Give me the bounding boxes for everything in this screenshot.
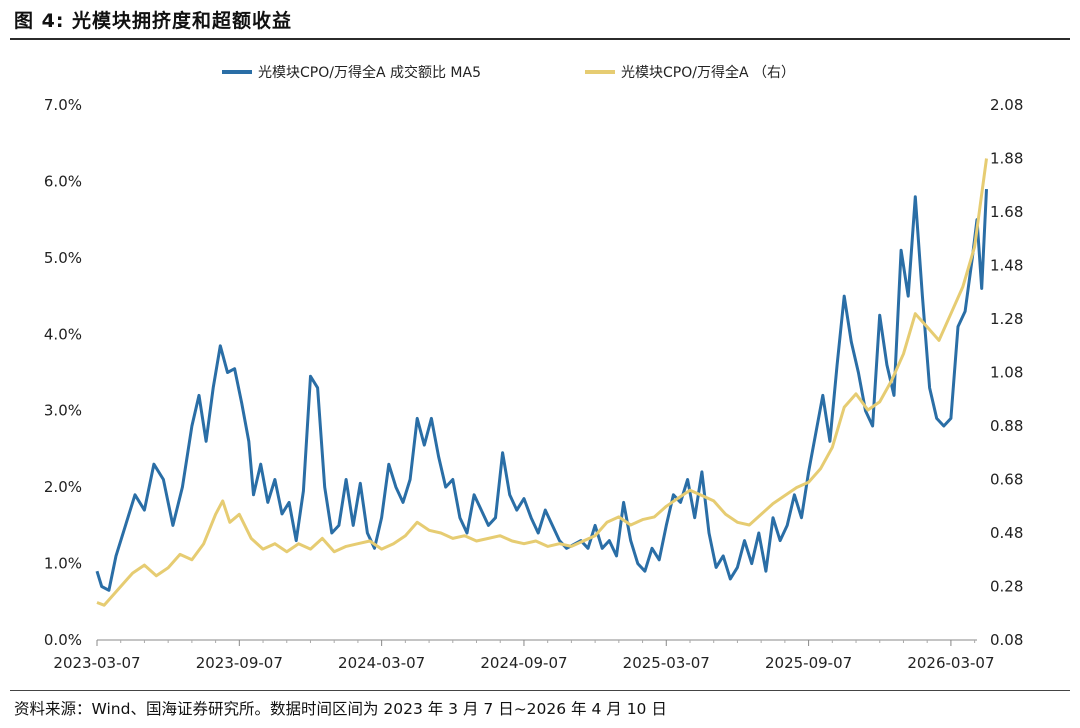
left-tick-label: 7.0%	[44, 96, 82, 114]
x-tick-label: 2025-03-07	[623, 654, 710, 672]
legend-label-1: 光模块CPO/万得全A （右）	[621, 64, 795, 81]
title-rule	[10, 38, 1070, 40]
right-y-axis: 0.08 0.28 0.48 0.68 0.88 1.08 1.28 1.48 1.68 1.88…	[990, 96, 1023, 649]
line-chart: 光模块CPO/万得全A 成交额比 MA5 光模块CPO/万得全A （右） 0.0%…	[44, 64, 1024, 672]
left-tick-label: 5.0%	[44, 249, 82, 267]
right-tick-label: 1.68	[990, 203, 1023, 221]
left-tick-label: 2.0%	[44, 478, 82, 496]
figure-title: 图 4: 光模块拥挤度和超额收益	[14, 10, 293, 32]
right-tick-label: 2.08	[990, 96, 1023, 114]
x-tick-label: 2023-03-07	[53, 654, 140, 672]
x-tick-label: 2024-09-07	[480, 654, 567, 672]
source-rule	[10, 690, 1070, 691]
series-line-turnover-ratio	[95, 189, 988, 592]
right-tick-label: 1.88	[990, 150, 1023, 168]
left-tick-label: 6.0%	[44, 172, 82, 190]
left-tick-label: 4.0%	[44, 325, 82, 343]
x-tick-label: 2026-03-07	[907, 654, 994, 672]
right-tick-label: 1.48	[990, 257, 1023, 275]
x-tick-label: 2024-03-07	[338, 654, 425, 672]
right-tick-label: 0.08	[990, 631, 1023, 649]
x-tick-label: 2023-09-07	[196, 654, 283, 672]
right-tick-label: 0.48	[990, 524, 1023, 542]
series-layer	[95, 158, 988, 607]
right-tick-label: 1.08	[990, 364, 1023, 382]
right-tick-label: 0.88	[990, 417, 1023, 435]
left-y-axis: 0.0% 1.0% 2.0% 3.0% 4.0% 5.0% 6.0% 7.0%	[44, 96, 82, 649]
left-tick-label: 1.0%	[44, 555, 82, 573]
left-tick-label: 0.0%	[44, 631, 82, 649]
right-tick-label: 0.68	[990, 471, 1023, 489]
right-tick-label: 0.28	[990, 578, 1023, 596]
x-tick-label: 2025-09-07	[765, 654, 852, 672]
legend-label-0: 光模块CPO/万得全A 成交额比 MA5	[258, 64, 481, 81]
chart-legend: 光模块CPO/万得全A 成交额比 MA5 光模块CPO/万得全A （右）	[222, 64, 795, 81]
source-note: 资料来源：Wind、国海证券研究所。数据时间区间为 2023 年 3 月 7 日…	[14, 700, 667, 718]
series-line-relative-index	[96, 158, 988, 607]
right-tick-label: 1.28	[990, 310, 1023, 328]
left-tick-label: 3.0%	[44, 402, 82, 420]
x-axis: 2023-03-07 2023-09-07 2024-03-07 2024-09-07…	[53, 639, 995, 672]
